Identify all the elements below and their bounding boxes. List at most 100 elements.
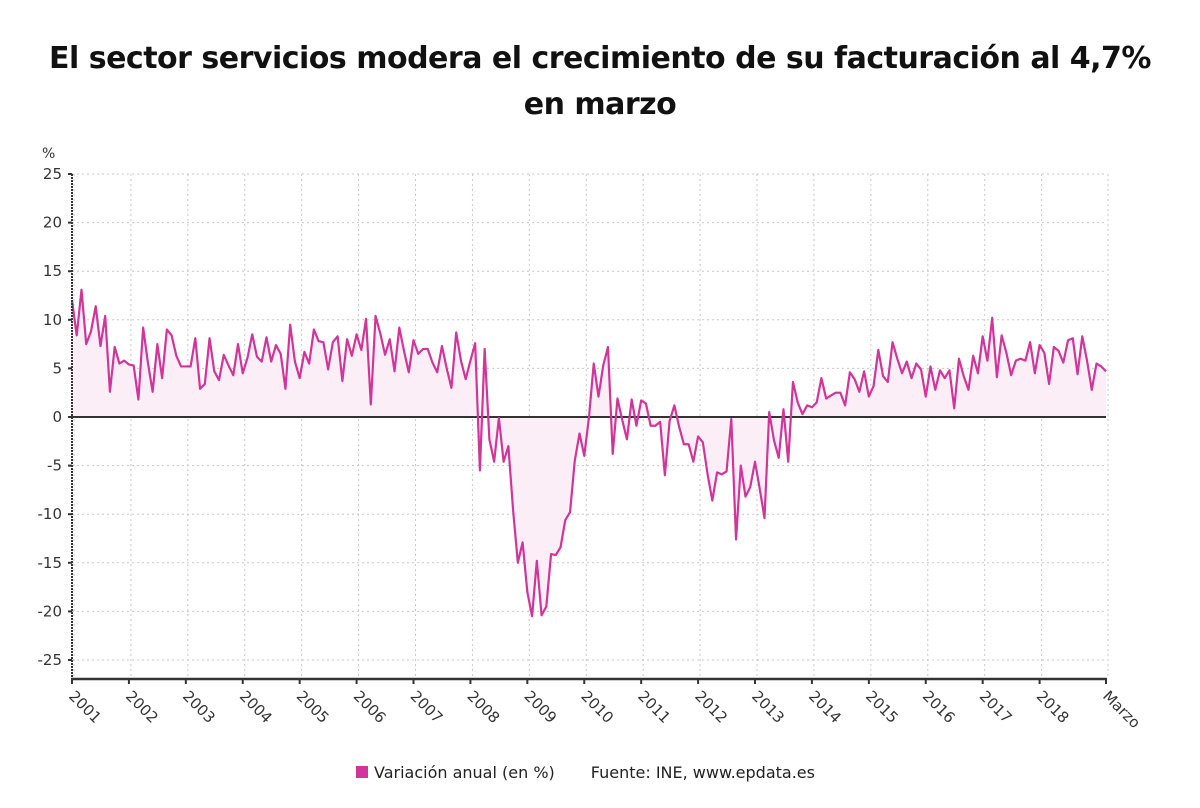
data-point [768, 411, 770, 413]
data-point [607, 346, 609, 348]
data-point [612, 453, 614, 455]
data-point [166, 329, 168, 331]
data-point [707, 473, 709, 475]
data-point [484, 348, 486, 350]
x-tick-labels: 2001 2002 2003 2004 2005 2006 2007 2008 2009 2010… [65, 687, 1144, 732]
data-point [118, 363, 120, 365]
x-tick-label: 2012 [691, 687, 731, 727]
data-point [80, 289, 82, 291]
data-point [702, 441, 704, 443]
data-point [104, 315, 106, 317]
data-point [1096, 363, 1098, 365]
data-point [844, 404, 846, 406]
data-point [764, 517, 766, 519]
data-point [128, 364, 130, 366]
data-point [930, 365, 932, 367]
data-point [697, 435, 699, 437]
data-point [346, 338, 348, 340]
chart-title-line-1: El sector servicios modera el crecimient… [49, 41, 1152, 76]
data-point [873, 385, 875, 387]
data-point [896, 358, 898, 360]
data-point [631, 399, 633, 401]
x-tick-label: 2002 [122, 687, 162, 727]
data-point [137, 399, 139, 401]
y-tick-label: 25 [43, 165, 62, 183]
data-point [294, 361, 296, 363]
data-point [341, 380, 343, 382]
data-point [863, 370, 865, 372]
data-point [526, 591, 528, 593]
data-point [228, 364, 230, 366]
data-point [431, 362, 433, 364]
data-point [299, 377, 301, 379]
data-point [289, 324, 291, 326]
data-point [479, 469, 481, 471]
data-point [1067, 339, 1069, 341]
data-point [247, 357, 249, 359]
data-point [441, 345, 443, 347]
data-point [948, 369, 950, 371]
data-point [156, 343, 158, 345]
data-point [967, 389, 969, 391]
data-point [887, 381, 889, 383]
data-point [133, 364, 135, 366]
data-point [261, 361, 263, 363]
data-point [939, 369, 941, 371]
data-point [280, 353, 282, 355]
data-point [944, 377, 946, 379]
data-point [408, 371, 410, 373]
x-tick-label: 2016 [919, 687, 959, 727]
data-point [275, 344, 277, 346]
data-point [327, 368, 329, 370]
data-point [531, 615, 533, 617]
data-point [920, 368, 922, 370]
data-points [71, 289, 1107, 618]
data-point [934, 389, 936, 391]
data-point [801, 413, 803, 415]
x-tick-label: 2001 [65, 687, 105, 727]
x-tick-label: 2005 [293, 687, 333, 727]
x-tick-label: 2014 [805, 687, 845, 727]
data-point [142, 327, 144, 329]
data-point [1015, 360, 1017, 362]
data-point [735, 538, 737, 540]
legend: Variación anual (en %) Fuente: INE, www.… [356, 760, 815, 784]
y-tick-label: 20 [43, 214, 62, 232]
data-point [1053, 346, 1055, 348]
x-tick-label: 2007 [407, 687, 447, 727]
x-tick-label: 2006 [350, 687, 390, 727]
data-point [740, 465, 742, 467]
data-point [455, 331, 457, 333]
data-point [356, 333, 358, 335]
data-point [503, 461, 505, 463]
data-point [498, 417, 500, 419]
y-tick-labels: 25 20 15 10 5 0 -5 -10 -15 -20 -25 [38, 165, 63, 669]
data-point [507, 445, 509, 447]
data-point [901, 372, 903, 374]
data-point [446, 367, 448, 369]
data-point [564, 519, 566, 521]
data-point [389, 338, 391, 340]
data-point [109, 391, 111, 393]
data-point [332, 341, 334, 343]
data-point [517, 562, 519, 564]
data-point [1091, 389, 1093, 391]
data-point [199, 388, 201, 390]
legend-label: Variación anual (en %) [374, 762, 555, 782]
x-tick-label: 2017 [976, 687, 1016, 727]
data-point [223, 354, 225, 356]
data-point [868, 396, 870, 398]
data-point [683, 443, 685, 445]
data-point [194, 337, 196, 339]
data-point [711, 500, 713, 502]
data-point [308, 363, 310, 365]
data-point [806, 404, 808, 406]
data-point [422, 348, 424, 350]
data-point [85, 343, 87, 345]
data-point [664, 474, 666, 476]
data-point [991, 317, 993, 319]
data-point [986, 360, 988, 362]
data-point [232, 374, 234, 376]
data-point [265, 336, 267, 338]
data-point [370, 403, 372, 405]
